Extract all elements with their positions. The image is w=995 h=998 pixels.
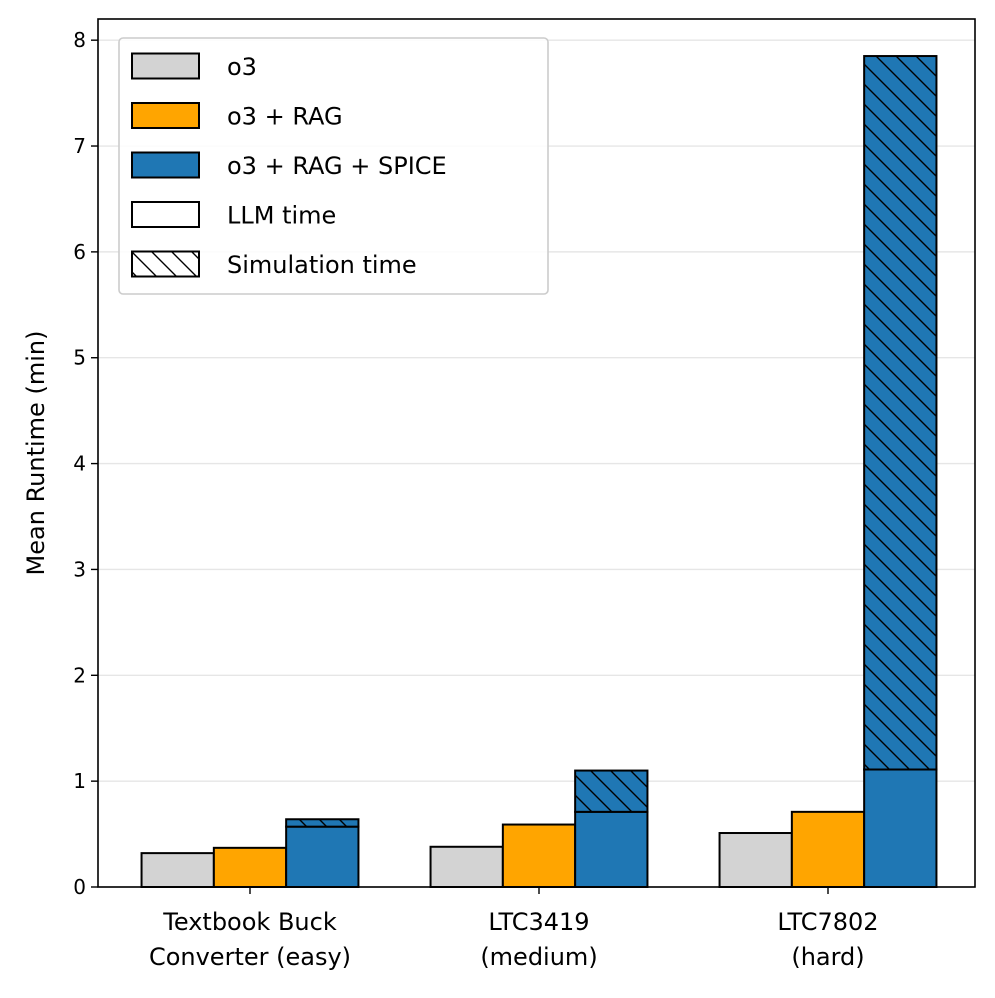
x-tick-label: LTC3419 (488, 908, 589, 936)
x-tick-label: (hard) (791, 943, 864, 971)
legend-swatch (131, 102, 200, 129)
bars (140, 55, 938, 889)
plot-frame (97, 18, 976, 888)
x-axis-ticks: Textbook Buck Converter (easy) LTC3419 (med… (149, 887, 879, 971)
x-tick-label: LTC7802 (777, 908, 878, 936)
bar-simulation-hatch (285, 818, 360, 828)
bar-llm-time (718, 832, 793, 889)
bar-simulation-hatch (863, 55, 938, 771)
y-axis-ticks: 0 1 2 3 4 5 6 7 8 (73, 28, 98, 899)
y-tick-label: 3 (73, 557, 86, 581)
legend-swatch (131, 52, 200, 80)
bar-llm-time (285, 825, 360, 888)
y-tick-label: 0 (73, 875, 86, 899)
y-tick-label: 4 (73, 452, 86, 476)
legend-label: o3 + RAG (227, 103, 343, 131)
y-tick-label: 2 (73, 663, 86, 687)
legend-label: LLM time (227, 202, 336, 230)
x-tick-label: Textbook Buck (162, 908, 337, 936)
y-tick-label: 6 (73, 240, 86, 264)
x-tick-label: (medium) (480, 943, 597, 971)
legend-box (118, 37, 549, 295)
bar-llm-time (574, 810, 649, 888)
x-tick-label: Converter (easy) (149, 943, 351, 971)
legend-swatch-hatch (131, 250, 200, 278)
y-tick-label: 5 (73, 346, 86, 370)
legend-swatch (131, 151, 200, 179)
bar-llm-time (863, 768, 938, 888)
y-axis-label: Mean Runtime (min) (22, 331, 50, 576)
legend: o3 o3 + RAG o3 + RAG + SPICE LLM time Simula… (118, 37, 549, 295)
bar-llm-time (140, 852, 215, 888)
bar-llm-time (501, 823, 577, 888)
y-tick-label: 8 (73, 28, 86, 52)
bar-llm-time (429, 845, 504, 889)
y-tick-label: 7 (73, 134, 86, 158)
y-tick-label: 1 (73, 769, 86, 793)
legend-label: o3 + RAG + SPICE (227, 152, 447, 180)
legend-label: Simulation time (227, 251, 417, 279)
legend-label: o3 (227, 53, 257, 81)
bar-simulation-hatch (574, 769, 649, 813)
bar-llm-time (212, 846, 288, 889)
legend-swatch (131, 201, 200, 228)
bar-llm-time (790, 810, 866, 888)
